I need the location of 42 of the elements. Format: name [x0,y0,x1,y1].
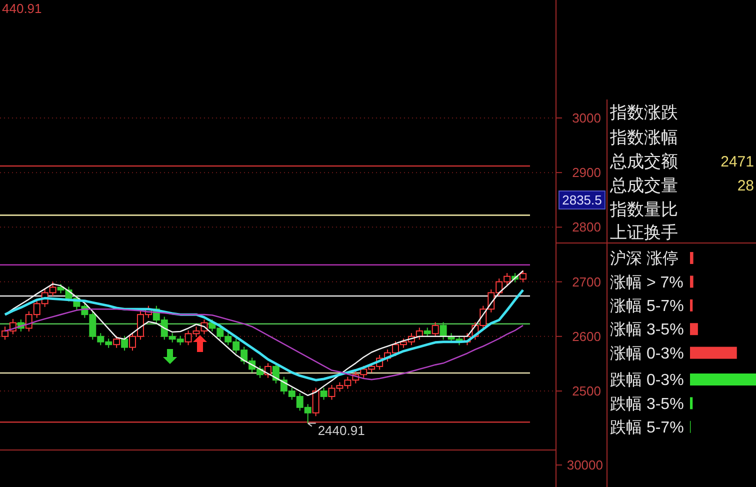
y-tick-label: 2600 [572,328,601,344]
y-tick-label: 跌幅 0-3% [610,372,684,390]
bar [690,299,693,312]
bar [690,276,694,288]
bar [690,323,698,336]
y-tick-label: 涨幅 > 7% [610,273,684,292]
text: 上证换手 [610,222,678,242]
text: 2835.5 [562,192,602,208]
text: 总成交量 [609,176,678,195]
y-tick-label: 沪深 涨停 [610,250,678,268]
text: 28 [737,177,754,194]
y-tick-label: 跌幅 3-5% [610,396,684,413]
candlestick [312,387,320,417]
y-tick-label: 涨幅 3-5% [610,320,684,339]
text: 总成交额 [609,152,678,171]
candlestick [113,335,120,348]
bar [690,346,737,359]
y-tick-label: 2500 [572,384,601,399]
candlestick [121,335,128,352]
annotation: 440.91 [2,1,42,16]
y-tick-label: 2800 [572,220,601,235]
bar [690,252,694,264]
y-tick-label: 涨幅 5-7% [610,297,684,315]
text: 指数涨幅 [609,128,678,147]
candlestick [432,322,439,338]
y-tick-label: 3000 [572,110,601,126]
y-tick-label: 2700 [572,274,601,290]
text: 30000 [566,458,603,473]
y-tick-label: 跌幅 5-7% [610,420,684,436]
y-tick-label: 涨幅 0-3% [610,344,684,362]
candlestick [424,327,431,338]
candlestick [320,387,328,400]
text: 指数涨跌 [609,102,678,122]
line-series [4,288,524,382]
bar [690,397,693,410]
bar [690,374,756,386]
annotation: 2440.91 [318,422,365,438]
candlestick [520,270,527,283]
text: 指数量比 [609,200,678,219]
y-tick-label: 2900 [572,165,601,180]
text: 2471 [720,153,754,170]
candlestick [440,322,447,340]
